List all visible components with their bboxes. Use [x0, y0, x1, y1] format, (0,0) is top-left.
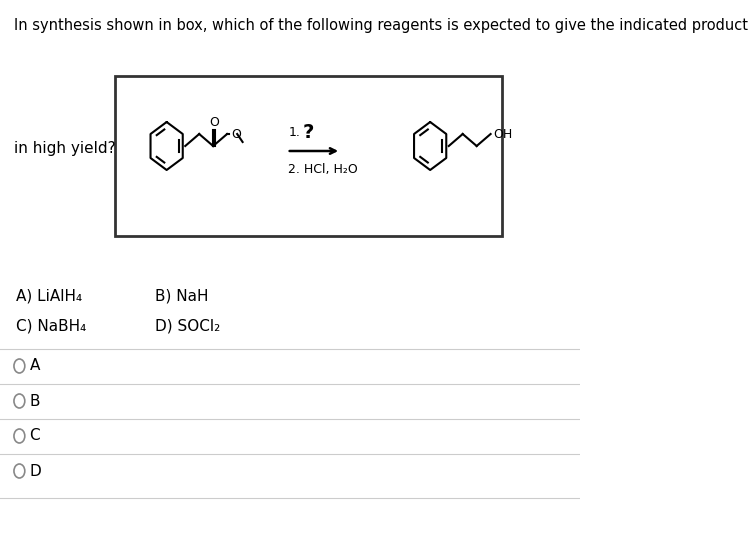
Text: 1.: 1. — [288, 126, 300, 139]
Bar — [114, 76, 502, 236]
Text: A) LiAlH₄: A) LiAlH₄ — [16, 288, 82, 303]
Text: in high yield?: in high yield? — [14, 140, 116, 155]
Text: O: O — [209, 116, 219, 129]
Text: 2. HCl, H₂O: 2. HCl, H₂O — [288, 162, 358, 175]
Text: C: C — [29, 428, 40, 443]
Text: A: A — [29, 359, 40, 374]
Text: B: B — [29, 393, 40, 408]
Text: ?: ? — [302, 123, 313, 143]
Text: D: D — [29, 464, 41, 479]
Text: O: O — [232, 128, 242, 140]
Text: D) SOCl₂: D) SOCl₂ — [155, 318, 220, 333]
Text: In synthesis shown in box, which of the following reagents is expected to give t: In synthesis shown in box, which of the … — [14, 18, 748, 33]
Text: OH: OH — [493, 128, 512, 140]
Text: C) NaBH₄: C) NaBH₄ — [16, 318, 86, 333]
Text: B) NaH: B) NaH — [155, 288, 209, 303]
